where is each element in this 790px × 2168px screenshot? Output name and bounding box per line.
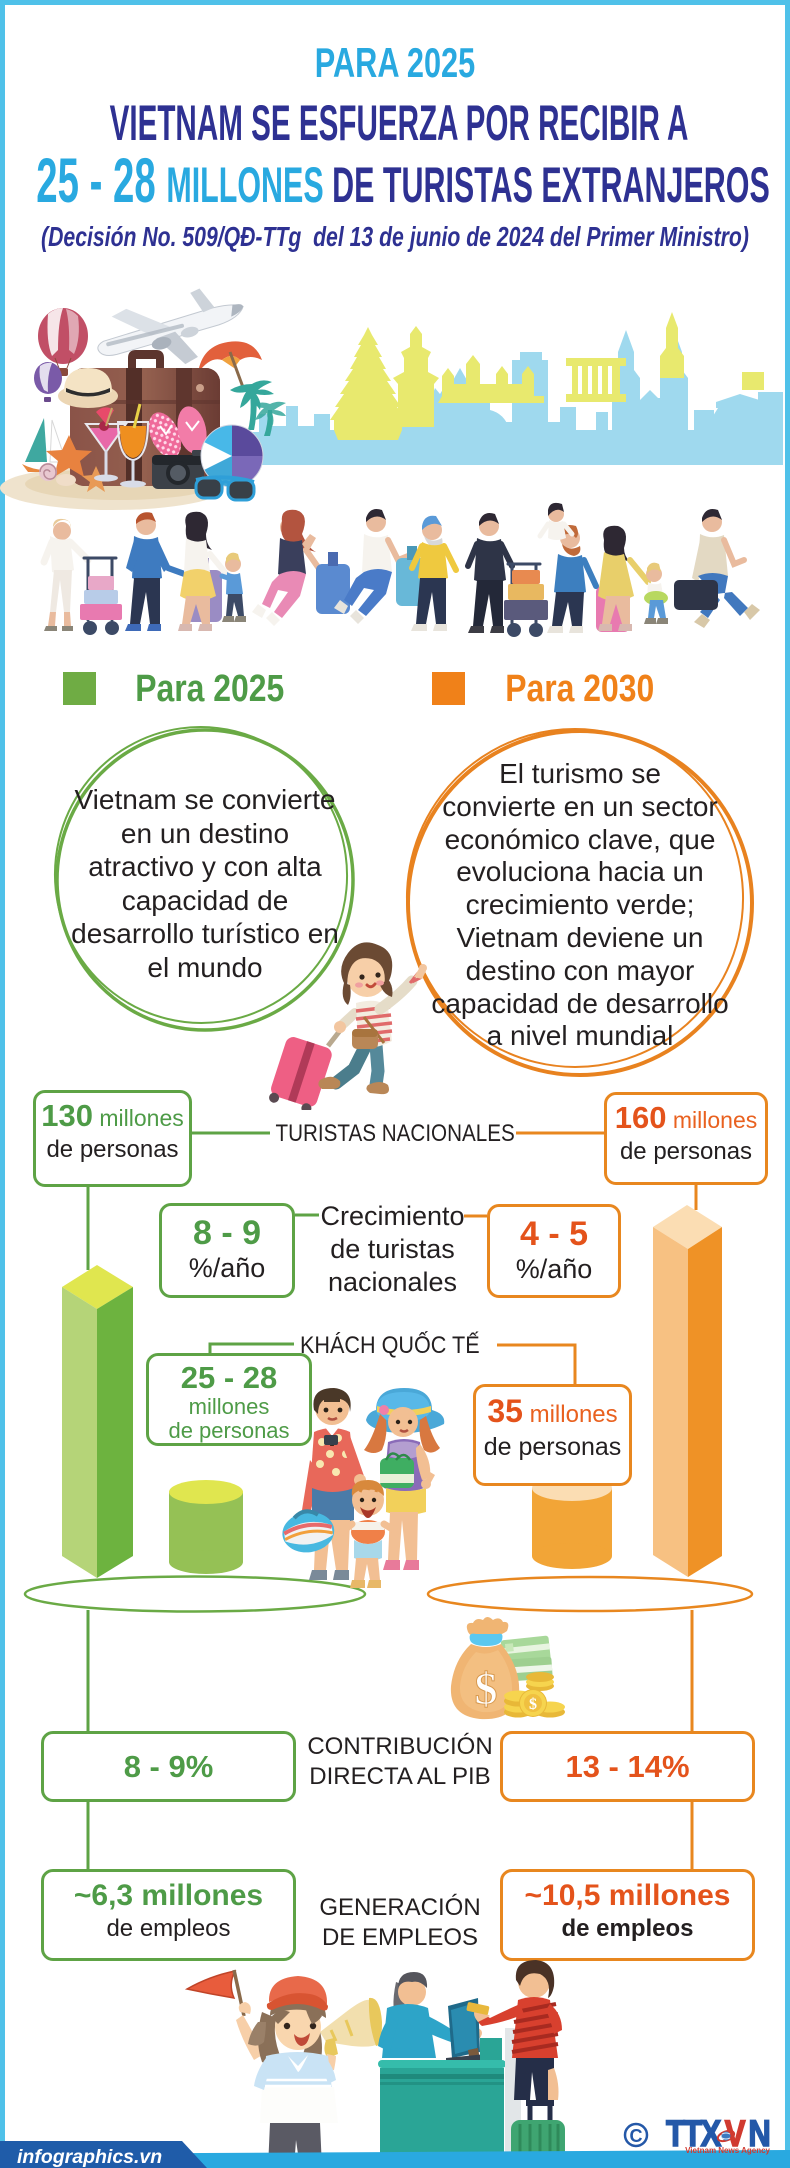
svg-text:$: $ bbox=[529, 1696, 537, 1713]
svg-text:Vietnam News Agency: Vietnam News Agency bbox=[685, 2146, 770, 2155]
svg-text:V: V bbox=[725, 2114, 746, 2155]
svg-text:TTX: TTX bbox=[666, 2114, 722, 2155]
svg-text:infographics.vn: infographics.vn bbox=[17, 2146, 162, 2168]
svg-text:$: $ bbox=[475, 1663, 498, 1714]
svg-text:N: N bbox=[748, 2114, 770, 2155]
svg-text:C: C bbox=[630, 2126, 643, 2146]
